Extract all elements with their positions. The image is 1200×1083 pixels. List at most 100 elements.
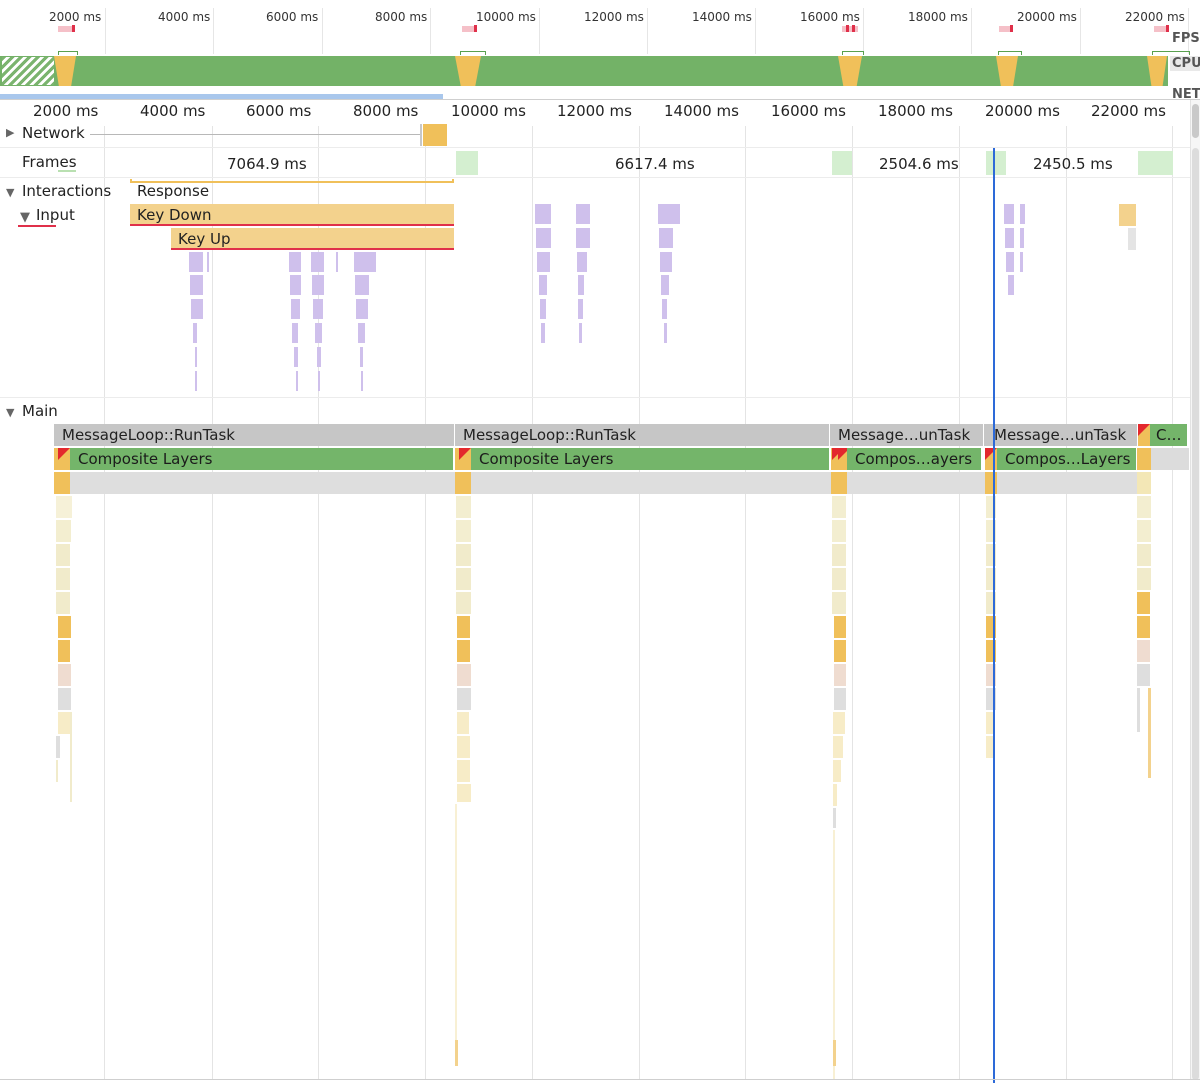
flame-slice[interactable] — [832, 568, 846, 590]
flame-slice[interactable] — [986, 568, 996, 590]
timeline-overview[interactable]: 2000 ms 4000 ms 6000 ms 8000 ms 10000 ms… — [0, 0, 1200, 102]
input-event-bar[interactable] — [189, 252, 203, 272]
input-event-bar[interactable] — [195, 371, 197, 391]
input-event-bar[interactable] — [537, 252, 550, 272]
flame-slice[interactable] — [457, 688, 471, 710]
input-event-bar[interactable] — [294, 347, 298, 367]
flame-slice[interactable] — [986, 544, 996, 566]
input-event-bar[interactable] — [535, 204, 551, 224]
composite-layers-bar[interactable]: Compos…ayers — [847, 448, 982, 470]
input-event-bar[interactable] — [576, 204, 590, 224]
input-event-bar[interactable] — [292, 323, 298, 343]
input-event-bar[interactable] — [291, 299, 300, 319]
input-event-bar[interactable] — [1020, 204, 1025, 224]
flame-slice[interactable] — [832, 520, 846, 542]
timeline-cursor[interactable] — [993, 148, 995, 1083]
input-event-bar[interactable] — [1005, 228, 1014, 248]
input-event-bar[interactable] — [356, 299, 368, 319]
flame-slice[interactable] — [56, 592, 70, 614]
flame-slice[interactable] — [457, 640, 470, 662]
flame-slice[interactable] — [1137, 592, 1150, 614]
input-event-bar[interactable] — [658, 204, 680, 224]
input-event-bar[interactable] — [190, 275, 203, 295]
flame-slice[interactable] — [832, 592, 846, 614]
task-slice[interactable] — [70, 472, 455, 494]
input-event-bar[interactable] — [361, 371, 363, 391]
input-event-bar[interactable] — [660, 252, 672, 272]
task-slice[interactable] — [831, 472, 847, 494]
input-event-bar[interactable] — [311, 252, 324, 272]
collapse-triangle-icon[interactable]: ▼ — [6, 406, 15, 419]
frame-block[interactable] — [1138, 151, 1173, 175]
input-event-bar[interactable] — [579, 323, 582, 343]
flame-slice[interactable] — [58, 688, 71, 710]
task-slice[interactable] — [471, 472, 831, 494]
flame-slice[interactable] — [58, 712, 70, 734]
input-event-bar[interactable] — [577, 252, 587, 272]
flame-slice[interactable] — [56, 520, 71, 542]
collapse-triangle-icon[interactable]: ▼ — [6, 186, 15, 199]
task-slice[interactable] — [1151, 448, 1189, 470]
input-event-bar[interactable] — [193, 323, 197, 343]
flame-slice[interactable] — [986, 640, 996, 662]
collapse-triangle-icon[interactable]: ▼ — [20, 210, 30, 225]
input-event-bar[interactable] — [191, 299, 203, 319]
flame-slice[interactable] — [58, 640, 70, 662]
composite-layers-bar[interactable]: Composite Layers — [471, 448, 830, 470]
input-event-bar[interactable] — [539, 275, 547, 295]
flame-slice[interactable] — [457, 784, 471, 802]
input-event-bar[interactable] — [664, 323, 667, 343]
key-up-bar[interactable]: Key Up — [171, 228, 454, 250]
frame-duration[interactable]: 7064.9 ms — [227, 155, 307, 173]
flame-slice[interactable] — [1137, 688, 1140, 732]
input-event-bar[interactable] — [358, 323, 365, 343]
flame-slice[interactable] — [455, 1040, 458, 1066]
flame-slice[interactable] — [986, 592, 996, 614]
flame-slice[interactable] — [58, 616, 71, 638]
flame-slice[interactable] — [833, 736, 843, 758]
flame-slice[interactable] — [56, 544, 70, 566]
flame-slice[interactable] — [833, 712, 845, 734]
flame-slice[interactable] — [1137, 544, 1151, 566]
task-slice[interactable] — [1137, 448, 1151, 470]
input-event-bar[interactable] — [578, 299, 583, 319]
flame-slice[interactable] — [457, 736, 470, 758]
flame-slice[interactable] — [986, 664, 996, 686]
input-event-bar[interactable] — [296, 371, 298, 391]
input-event-bar[interactable] — [315, 323, 322, 343]
input-event-bar[interactable] — [578, 275, 584, 295]
frame-block[interactable] — [456, 151, 478, 175]
input-event-bar[interactable] — [1004, 204, 1014, 224]
flame-slice[interactable] — [986, 496, 996, 518]
key-down-bar[interactable]: Key Down — [130, 204, 454, 226]
scrollbar-track[interactable] — [1192, 148, 1199, 1080]
flame-slice[interactable] — [833, 760, 841, 782]
frame-block[interactable] — [986, 151, 1006, 175]
flame-slice[interactable] — [56, 496, 72, 518]
input-event-bar[interactable] — [661, 275, 669, 295]
run-task-bar[interactable]: Message…unTask — [830, 424, 984, 446]
flame-slice[interactable] — [70, 712, 72, 802]
flame-slice[interactable] — [457, 616, 470, 638]
flame-slice[interactable] — [457, 712, 469, 734]
response-label[interactable]: Response — [137, 182, 210, 200]
flame-slice[interactable] — [834, 640, 846, 662]
network-request-bar[interactable] — [423, 124, 447, 146]
composite-layers-bar[interactable]: Composite Layers — [70, 448, 454, 470]
flame-slice[interactable] — [1137, 496, 1151, 518]
task-slice[interactable] — [847, 472, 985, 494]
run-task-bar[interactable]: C… — [1150, 424, 1188, 446]
flame-slice[interactable] — [986, 736, 994, 758]
input-event-bar[interactable] — [1020, 228, 1024, 248]
input-event-bar[interactable] — [290, 275, 301, 295]
flame-slice[interactable] — [1137, 568, 1151, 590]
flame-slice[interactable] — [834, 616, 846, 638]
frame-block[interactable] — [832, 151, 852, 175]
flame-slice[interactable] — [456, 496, 471, 518]
flame-slice[interactable] — [833, 784, 837, 806]
flame-slice[interactable] — [456, 544, 471, 566]
task-slice[interactable] — [455, 472, 471, 494]
input-event-bar[interactable] — [355, 275, 369, 295]
input-event-bar[interactable] — [1006, 252, 1014, 272]
input-event-bar[interactable] — [207, 252, 209, 272]
